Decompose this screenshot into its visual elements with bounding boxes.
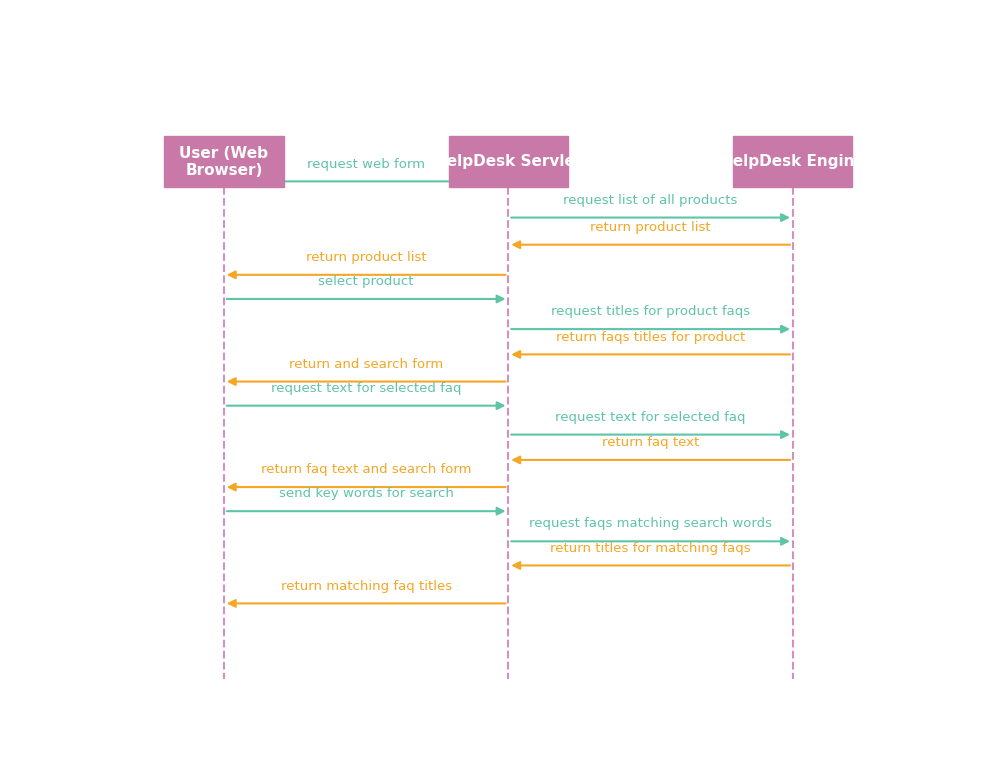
Text: request titles for product faqs: request titles for product faqs	[552, 305, 750, 318]
Text: request text for selected faq: request text for selected faq	[556, 411, 746, 424]
Text: return matching faq titles: return matching faq titles	[281, 579, 451, 593]
Text: request text for selected faq: request text for selected faq	[271, 382, 461, 395]
Text: return faqs titles for product: return faqs titles for product	[556, 330, 745, 344]
Text: HelpDesk Engine: HelpDesk Engine	[720, 154, 865, 169]
Text: return and search form: return and search form	[289, 358, 443, 370]
Text: User (Web
Browser): User (Web Browser)	[180, 146, 269, 178]
Text: request web form: request web form	[308, 157, 426, 171]
Text: return titles for matching faqs: return titles for matching faqs	[551, 542, 751, 554]
Text: return faq text: return faq text	[602, 436, 699, 449]
Text: request list of all products: request list of all products	[563, 193, 738, 207]
FancyBboxPatch shape	[733, 136, 852, 187]
Text: select product: select product	[318, 275, 414, 288]
Text: HelpDesk Servlet: HelpDesk Servlet	[434, 154, 582, 169]
Text: return faq text and search form: return faq text and search form	[261, 464, 471, 476]
FancyBboxPatch shape	[448, 136, 568, 187]
FancyBboxPatch shape	[165, 136, 284, 187]
Text: send key words for search: send key words for search	[279, 487, 453, 500]
Text: return product list: return product list	[590, 221, 711, 234]
Text: request faqs matching search words: request faqs matching search words	[529, 518, 772, 530]
Text: return product list: return product list	[306, 251, 427, 264]
